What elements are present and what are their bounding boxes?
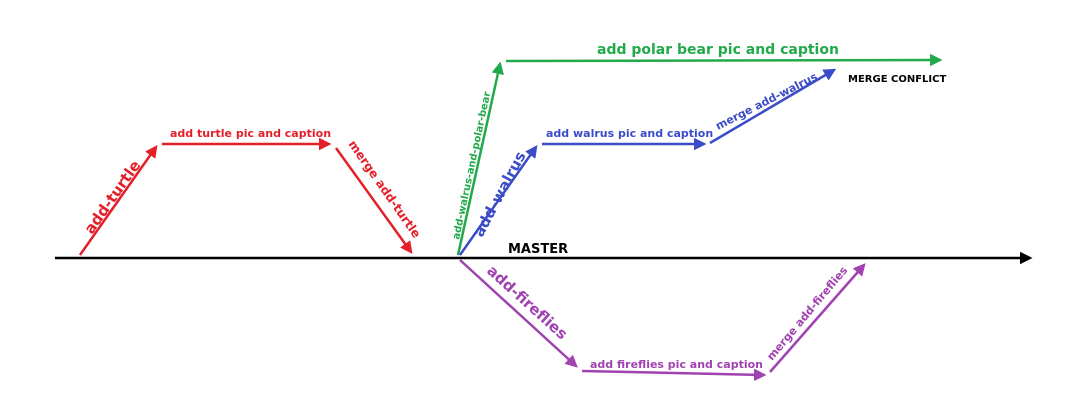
fireflies-commit-arrow: [581, 368, 767, 382]
turtle-merge-label: merge add-turtle: [346, 138, 424, 241]
walrus-branch: [458, 68, 837, 256]
walrus-branch-arrow: [458, 144, 538, 256]
turtle-branch-arrow: [78, 144, 158, 256]
walrus-commit-label: add walrus pic and caption: [546, 127, 713, 140]
polar-bear-branch-arrow: [456, 61, 504, 256]
turtle-branch-label: add-turtle: [81, 157, 145, 237]
master-label: MASTER: [508, 242, 568, 257]
fireflies-branch: [459, 259, 866, 382]
merge-conflict-label: MERGE CONFLICT: [848, 74, 946, 85]
walrus-merge-arrow: [709, 68, 837, 145]
fireflies-branch-arrow: [459, 259, 578, 368]
turtle-merge-arrow: [334, 147, 413, 255]
turtle-commit-label: add turtle pic and caption: [170, 127, 331, 140]
fireflies-merge-label: merge add-fireflies: [764, 264, 850, 363]
turtle-branch: [78, 137, 413, 256]
fireflies-merge-arrow: [769, 263, 866, 373]
polar-bear-branch: [456, 53, 943, 256]
polar-bear-commit-arrow: [505, 53, 943, 67]
fireflies-commit-label: add fireflies pic and caption: [590, 358, 763, 371]
walrus-merge-label: merge add-walrus: [713, 70, 819, 133]
fireflies-branch-label: add-fireflies: [483, 262, 571, 344]
polar-bear-commit-label: add polar bear pic and caption: [597, 42, 839, 58]
